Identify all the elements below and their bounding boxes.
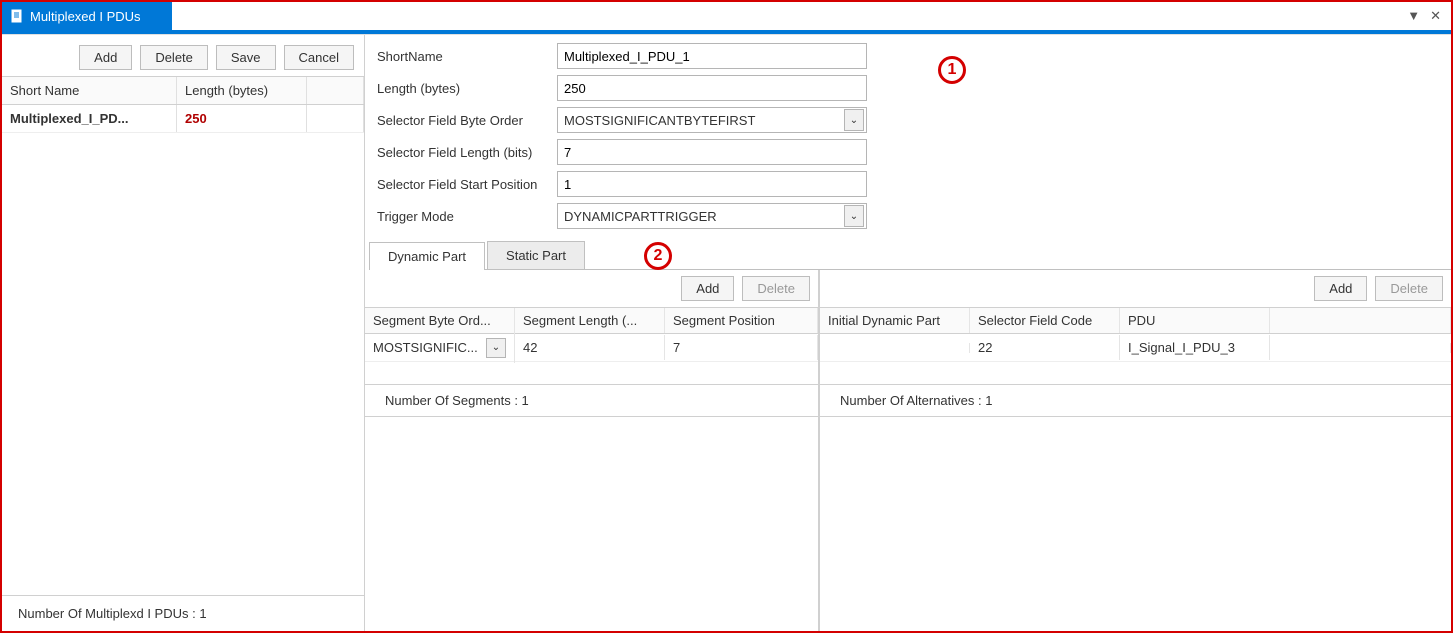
alt-code-value: 22 bbox=[970, 335, 1120, 360]
triggermode-value: DYNAMICPARTTRIGGER bbox=[560, 209, 717, 224]
tab-dynamic-part[interactable]: Dynamic Part bbox=[369, 242, 485, 270]
col-seg-length[interactable]: Segment Length (... bbox=[515, 308, 665, 333]
alt-pdu-value: I_Signal_I_PDU_3 bbox=[1120, 335, 1270, 360]
segment-row[interactable]: MOSTSIGNIFIC... ⌄ 42 7 bbox=[365, 334, 818, 362]
annotation-marker-2: 2 bbox=[644, 242, 672, 270]
alt-add-button[interactable]: Add bbox=[1314, 276, 1367, 301]
fieldlength-input[interactable] bbox=[557, 139, 867, 165]
segment-delete-button[interactable]: Delete bbox=[742, 276, 810, 301]
document-icon bbox=[10, 9, 24, 23]
label-triggermode: Trigger Mode bbox=[377, 209, 557, 224]
seg-length-value: 42 bbox=[515, 335, 665, 360]
segments-panel: Add Delete Segment Byte Ord... Segment L… bbox=[365, 270, 820, 631]
label-startpos: Selector Field Start Position bbox=[377, 177, 557, 192]
delete-button[interactable]: Delete bbox=[140, 45, 208, 70]
window-tab: Multiplexed I PDUs bbox=[2, 2, 172, 30]
add-button[interactable]: Add bbox=[79, 45, 132, 70]
alternatives-footer: Number Of Alternatives : 1 bbox=[820, 384, 1451, 417]
window-title: Multiplexed I PDUs bbox=[30, 9, 141, 24]
cancel-button[interactable]: Cancel bbox=[284, 45, 354, 70]
segments-footer: Number Of Segments : 1 bbox=[365, 384, 818, 417]
close-icon[interactable]: ✕ bbox=[1430, 8, 1441, 24]
label-byteorder: Selector Field Byte Order bbox=[377, 113, 557, 128]
chevron-down-icon[interactable]: ⌄ bbox=[486, 338, 506, 358]
segment-add-button[interactable]: Add bbox=[681, 276, 734, 301]
alt-delete-button[interactable]: Delete bbox=[1375, 276, 1443, 301]
alt-initial-value bbox=[820, 343, 970, 353]
cell-shortname: Multiplexed_I_PD... bbox=[2, 105, 177, 132]
pdu-list-pane: Add Delete Save Cancel Short Name Length… bbox=[2, 35, 365, 631]
alternatives-panel: Add Delete Initial Dynamic Part Selector… bbox=[820, 270, 1451, 631]
tab-static-part[interactable]: Static Part bbox=[487, 241, 585, 269]
table-row[interactable]: Multiplexed_I_PD... 250 bbox=[2, 105, 364, 133]
length-input[interactable] bbox=[557, 75, 867, 101]
col-alt-code[interactable]: Selector Field Code bbox=[970, 308, 1120, 333]
col-blank bbox=[307, 77, 364, 104]
pdu-count-footer: Number Of Multiplexd I PDUs : 1 bbox=[2, 595, 364, 631]
byteorder-select[interactable]: MOSTSIGNIFICANTBYTEFIRST ⌄ bbox=[557, 107, 867, 133]
col-shortname[interactable]: Short Name bbox=[2, 77, 177, 104]
label-shortname: ShortName bbox=[377, 49, 557, 64]
shortname-input[interactable] bbox=[557, 43, 867, 69]
col-length[interactable]: Length (bytes) bbox=[177, 77, 307, 104]
seg-byteorder-value: MOSTSIGNIFIC... bbox=[373, 340, 486, 355]
menu-dropdown-icon[interactable]: ▼ bbox=[1407, 8, 1420, 24]
chevron-down-icon[interactable]: ⌄ bbox=[844, 205, 864, 227]
details-pane: ShortName Length (bytes) Selector Field … bbox=[365, 35, 1451, 631]
cell-length: 250 bbox=[177, 105, 307, 132]
col-seg-byteorder[interactable]: Segment Byte Ord... bbox=[365, 308, 515, 333]
alternative-row[interactable]: 22 I_Signal_I_PDU_3 bbox=[820, 334, 1451, 362]
startpos-input[interactable] bbox=[557, 171, 867, 197]
col-alt-blank bbox=[1270, 308, 1451, 333]
label-length: Length (bytes) bbox=[377, 81, 557, 96]
chevron-down-icon[interactable]: ⌄ bbox=[844, 109, 864, 131]
col-alt-initial[interactable]: Initial Dynamic Part bbox=[820, 308, 970, 333]
col-seg-position[interactable]: Segment Position bbox=[665, 308, 818, 333]
save-button[interactable]: Save bbox=[216, 45, 276, 70]
label-fieldlength: Selector Field Length (bits) bbox=[377, 145, 557, 160]
annotation-marker-1: 1 bbox=[938, 56, 966, 84]
byteorder-value: MOSTSIGNIFICANTBYTEFIRST bbox=[560, 113, 755, 128]
triggermode-select[interactable]: DYNAMICPARTTRIGGER ⌄ bbox=[557, 203, 867, 229]
seg-position-value: 7 bbox=[665, 335, 818, 360]
col-alt-pdu[interactable]: PDU bbox=[1120, 308, 1270, 333]
